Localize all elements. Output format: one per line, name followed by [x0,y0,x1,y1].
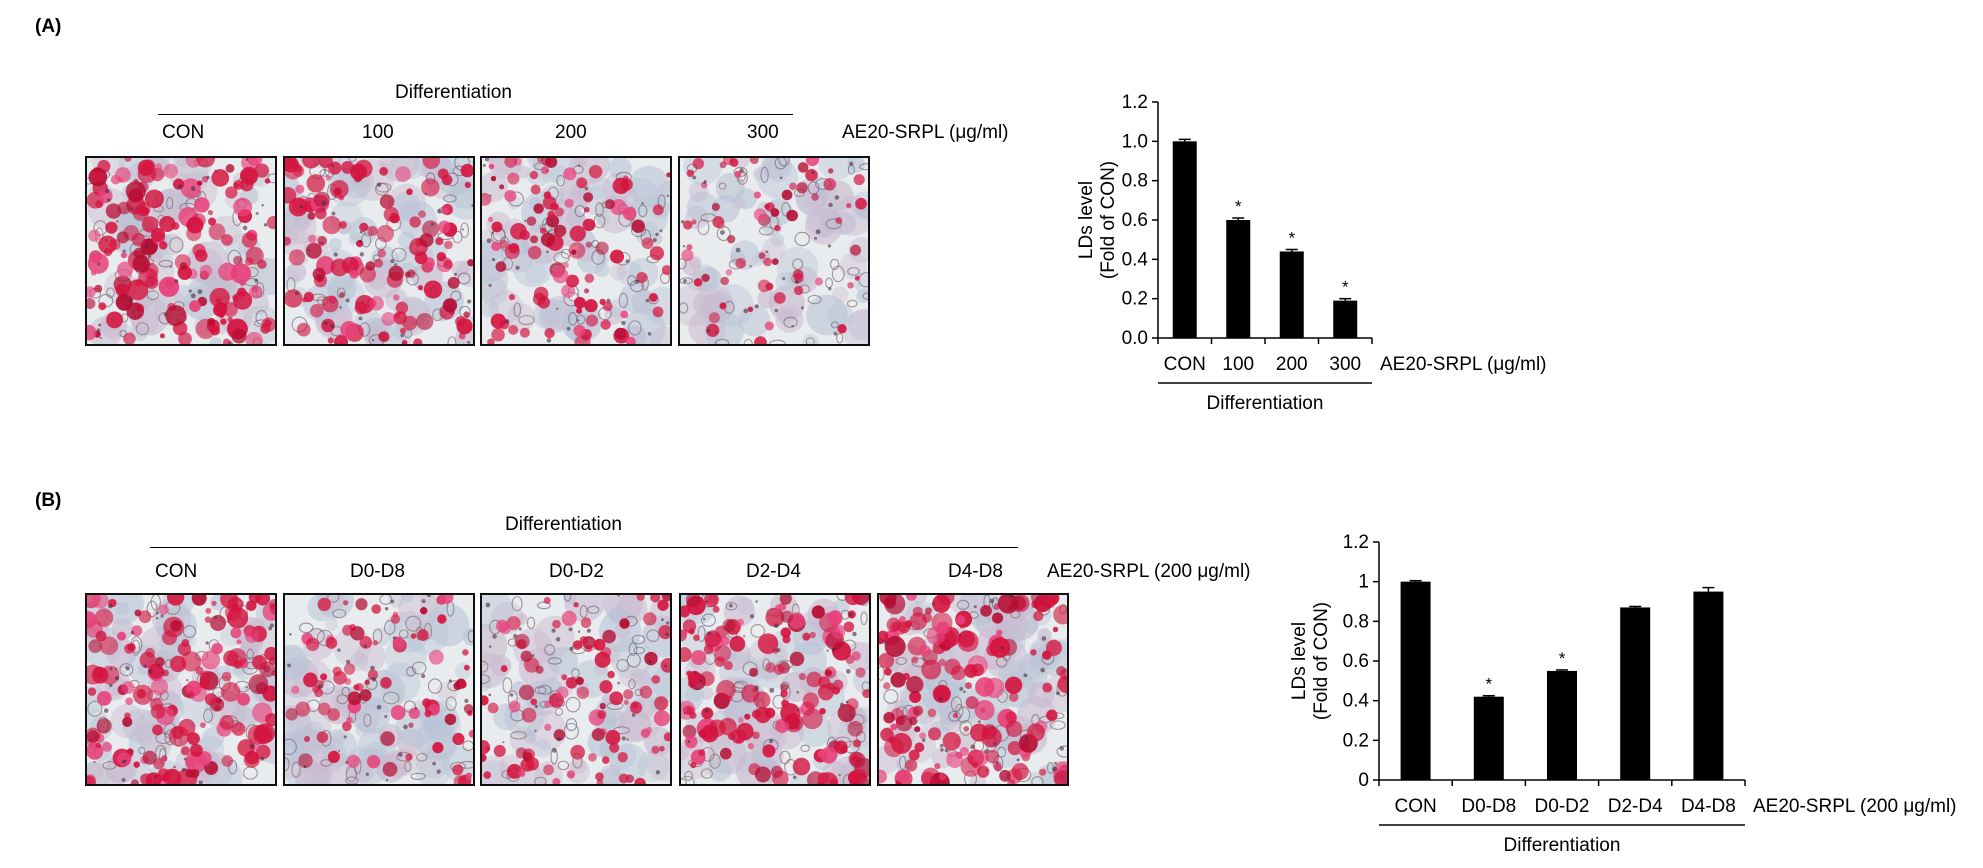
bar-con [1172,141,1197,338]
bar-100 [1226,220,1251,338]
micrograph-b-con [85,593,277,786]
panel-a-col-label-1: CON [162,122,205,143]
stained-cells-image [680,158,868,344]
y-tick-label: 1 [1358,572,1369,593]
y-tick-label: 1.2 [1122,92,1148,113]
bar-d4-d8 [1693,591,1724,780]
panel-b-col-label-1: CON [155,561,198,582]
significance-mark: * [1559,649,1566,668]
x-tick-label: D4-D8 [1681,796,1736,817]
panel-b-label: (B) [35,490,62,511]
significance-mark: * [1288,229,1295,248]
bar-con [1400,581,1431,780]
bar-d0-d8 [1473,696,1504,780]
y-axis-title: LDs level(Fold of CON) [1076,161,1119,279]
panel-b-group-line [150,547,1018,548]
significance-mark: * [1235,197,1242,216]
bar-chart-a: 0.0 0.2 0.4 0.6 0.8 1.0 1.2 LDs level(Fold of C… [1076,92,1547,414]
panel-b-treatment-label: AE20-SRPL (200 μg/ml) [1047,561,1251,582]
y-tick-label: 0.8 [1122,171,1148,192]
x-tick-label: D2-D4 [1608,796,1663,817]
x-tick-label: D0-D8 [1461,796,1516,817]
micrograph-b-d0-d8 [283,593,475,786]
y-tick-label: 0 [1358,770,1369,791]
stained-cells-image [482,158,670,344]
stained-cells-image [482,595,670,784]
x-axis-treatment-label: AE20-SRPL (μg/ml) [1380,354,1547,375]
panel-a-group-line [158,114,793,115]
micrograph-a-300 [678,156,870,346]
x-tick-label: CON [1394,796,1436,817]
panel-a-group-label: Differentiation [395,82,512,103]
panel-b-col-label-4: D2-D4 [746,561,801,582]
y-tick-label: 0.6 [1122,210,1148,231]
micrograph-b-d4-d8 [877,593,1069,786]
micrograph-a-200 [480,156,672,346]
y-tick-label: 0.4 [1122,249,1149,270]
significance-mark: * [1485,675,1492,694]
stained-cells-image [285,158,473,344]
x-axis-treatment-label: AE20-SRPL (200 μg/ml) [1753,796,1957,817]
panel-a-col-label-3: 200 [555,122,587,143]
x-axis-group-label: Differentiation [1207,393,1324,414]
stained-cells-image [87,158,275,344]
x-tick-label: CON [1164,354,1206,375]
stained-cells-image [285,595,473,784]
y-tick-label: 0.8 [1343,611,1369,632]
micrograph-a-con [85,156,277,346]
y-tick-label: 0.2 [1122,289,1148,310]
panel-b-col-label-3: D0-D2 [549,561,604,582]
panel-b-col-label-2: D0-D8 [350,561,405,582]
y-tick-label: 0.4 [1343,691,1370,712]
micrograph-b-d2-d4 [679,593,871,786]
bar-300 [1333,300,1358,338]
panel-a-col-label-4: 300 [747,122,779,143]
bar-d2-d4 [1620,607,1651,780]
micrograph-b-d0-d2 [480,593,672,786]
y-axis-title: LDs level(Fold of CON) [1289,602,1332,720]
y-tick-label: 0.2 [1343,730,1369,751]
x-tick-label: 300 [1329,354,1361,375]
stained-cells-image [87,595,275,784]
micrograph-a-100 [283,156,475,346]
y-tick-label: 0.0 [1122,328,1148,349]
panel-a-label: (A) [35,16,62,37]
significance-mark: * [1342,278,1349,297]
panel-a-col-label-2: 100 [362,122,394,143]
stained-cells-image [879,595,1067,784]
x-tick-label: D0-D2 [1535,796,1590,817]
x-tick-label: 100 [1222,354,1254,375]
bar-d0-d2 [1547,670,1577,780]
y-tick-label: 1.0 [1122,131,1148,152]
bar-chart-b: 0 0.2 0.4 0.6 0.8 1 1.2 LDs level(Fold of CON) C… [1289,532,1957,856]
panel-b-col-label-5: D4-D8 [948,561,1003,582]
bar-200 [1279,251,1304,338]
panel-a-treatment-label: AE20-SRPL (μg/ml) [842,122,1009,143]
x-tick-label: 200 [1276,354,1308,375]
panel-b-group-label: Differentiation [505,514,622,535]
x-axis-group-label: Differentiation [1504,835,1621,856]
y-tick-label: 0.6 [1343,651,1369,672]
y-tick-label: 1.2 [1343,532,1369,553]
stained-cells-image [681,595,869,784]
